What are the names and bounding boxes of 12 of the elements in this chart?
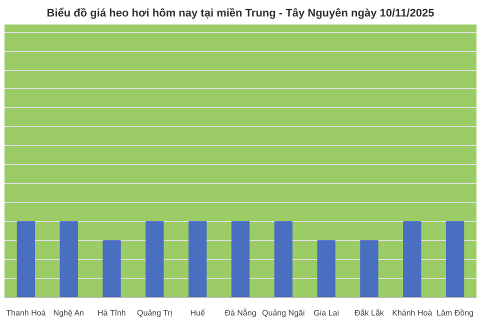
chart-title: Biểu đồ giá heo hơi hôm nay tại miền Trung - Tây Nguyên ngày 10/11/2025 [46, 8, 434, 20]
x-tick-label: Khánh Hoà [392, 308, 433, 318]
x-tick-label: Huế [190, 308, 206, 318]
x-tick-label: Đắk Lắk [354, 308, 385, 318]
x-tick-label: Đà Nẵng [224, 308, 256, 318]
x-tick-label: Thanh Hoá [6, 308, 46, 318]
x-tick-label: Hà Tĩnh [98, 308, 126, 318]
x-tick-label: Quảng Trị [137, 308, 172, 318]
x-tick-label: Quảng Ngãi [262, 308, 305, 318]
x-tick-label: Lâm Đồng [436, 308, 474, 318]
x-tick-label: Nghệ An [53, 308, 84, 318]
x-tick-label: Gia Lai [314, 308, 340, 318]
